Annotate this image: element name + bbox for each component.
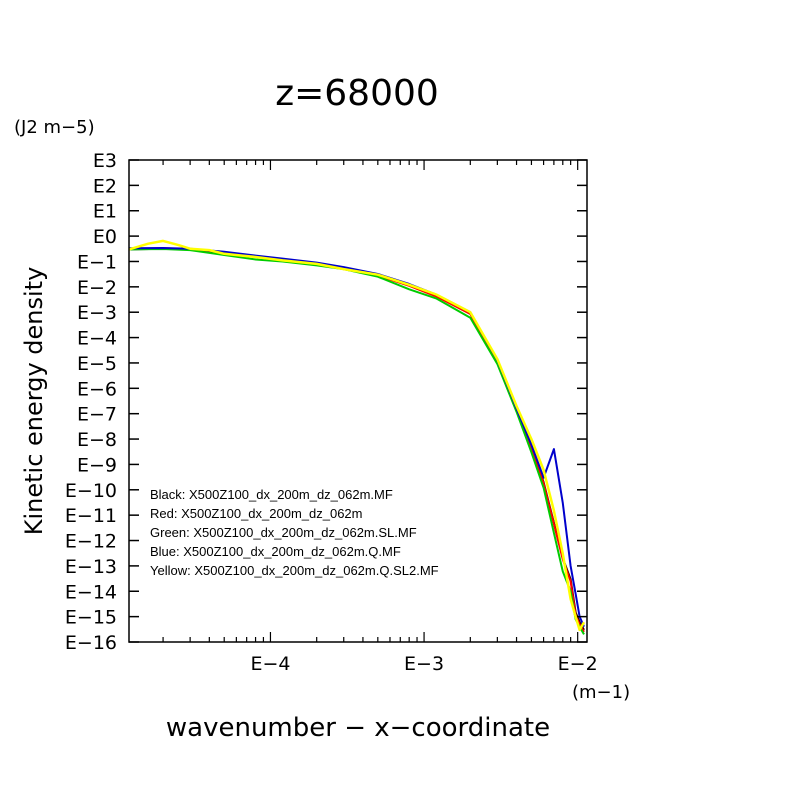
legend-entry-blue: Blue: X500Z100_dx_200m_dz_062m.Q.MF <box>150 544 401 559</box>
y-tick-label: E3 <box>93 150 117 172</box>
series-layer <box>128 239 586 635</box>
y-tick-label: E−4 <box>77 328 117 350</box>
legend-entry-yellow: Yellow: X500Z100_dx_200m_dz_062m.Q.SL2.M… <box>150 563 439 578</box>
x-tick-label: E−4 <box>250 653 290 675</box>
x-axis-unit: (m−1) <box>572 682 630 703</box>
y-tick-label: E−8 <box>77 429 117 451</box>
y-tick-label: E−13 <box>65 556 117 578</box>
y-tick-label: E−11 <box>65 505 117 527</box>
series-line-4 <box>128 239 586 632</box>
y-tick-label: E−10 <box>65 480 117 502</box>
plot-frame <box>128 159 588 643</box>
y-tick-label: E−12 <box>65 531 117 553</box>
y-tick-label: E−7 <box>77 404 117 426</box>
legend-entry-red: Red: X500Z100_dx_200m_dz_062m <box>150 506 362 521</box>
y-tick-label: E−5 <box>77 353 117 375</box>
legend-entry-green: Green: X500Z100_dx_200m_dz_062m.SL.MF <box>150 525 417 540</box>
y-tick-label: E−1 <box>77 251 117 273</box>
x-axis-label: wavenumber − x−coordinate <box>166 713 550 743</box>
y-tick-label: E−15 <box>65 607 117 629</box>
chart-title: z=68000 <box>275 73 439 114</box>
y-tick-label: E−16 <box>65 632 117 654</box>
y-axis-label: Kinetic energy density <box>20 267 48 536</box>
y-axis-unit: (J2 m−5) <box>14 117 95 138</box>
y-tick-label: E−2 <box>77 277 117 299</box>
y-tick-label: E−14 <box>65 581 117 603</box>
ticks-layer: E3 E2 E1 E0 E−1 E−2 E−3 E−4 E−5 E−6 E−7 E−8 E−9 E−10 E… <box>65 150 598 675</box>
y-tick-label: E−9 <box>77 454 117 476</box>
y-tick-label: E0 <box>93 226 117 248</box>
y-tick-label: E1 <box>93 201 117 223</box>
x-tick-label: E−2 <box>558 653 598 675</box>
legend: Black: X500Z100_dx_200m_dz_062m.MF Red: … <box>150 487 439 578</box>
y-tick-label: E−3 <box>77 302 117 324</box>
x-tick-label: E−3 <box>404 653 444 675</box>
y-tick-label: E−6 <box>77 378 117 400</box>
y-tick-label: E2 <box>93 175 117 197</box>
legend-entry-black: Black: X500Z100_dx_200m_dz_062m.MF <box>150 487 393 502</box>
